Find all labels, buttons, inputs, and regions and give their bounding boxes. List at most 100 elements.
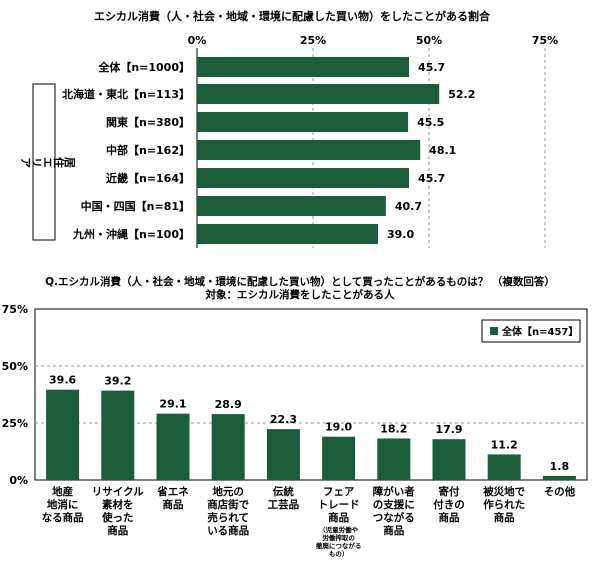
bottom-category-label: 商品 — [494, 511, 515, 524]
top-value-label: 40.7 — [395, 200, 422, 213]
top-category-label: 全体【n=1000】 — [97, 60, 190, 74]
top-bar-2 — [197, 112, 409, 132]
bottom-category-note: （児童労働や — [319, 525, 359, 534]
bottom-chart-tick-labels: 0% 25% 50% 75% — [2, 303, 28, 487]
top-value-label: 45.5 — [417, 116, 444, 129]
bottom-category-label: 商品 — [163, 498, 184, 511]
bottom-category-label: 障がい者 — [373, 485, 415, 498]
top-value-label: 48.1 — [429, 144, 456, 157]
top-value-label: 39.0 — [387, 228, 414, 241]
bottom-value-label: 22.3 — [270, 413, 297, 426]
bottom-category-label: 地産 — [52, 485, 73, 498]
bottom-value-label: 1.8 — [550, 460, 570, 473]
top-bar-5 — [197, 196, 386, 216]
top-chart-title: エシカル消費（人・社会・地域・環境に配慮した買い物）をしたことがある割合 — [94, 9, 491, 23]
legend-box — [481, 319, 581, 343]
bottom-category-label: 使った — [101, 511, 134, 524]
bottom-bar-7 — [432, 439, 466, 480]
bottom-category-label: 商店街で — [207, 498, 249, 511]
bottom-value-label: 19.0 — [325, 421, 352, 434]
bottom-category-label: 寄付 — [439, 485, 460, 498]
bottom-category-label: 地元の — [212, 485, 244, 498]
bottom-category-note: もの） — [329, 550, 349, 558]
bottom-category-note: 労働搾取の — [322, 533, 355, 542]
bottom-value-label: 11.2 — [491, 438, 518, 451]
top-bar-3 — [197, 140, 421, 160]
top-category-label: 中国・四国【n=81】 — [81, 199, 190, 213]
bottom-bar-8 — [487, 454, 521, 480]
bottom-tick-label: 25% — [2, 417, 28, 430]
bottom-category-label: 素材を — [101, 498, 134, 511]
bottom-category-label: 被災地で — [483, 485, 525, 498]
top-bar-0 — [197, 57, 410, 77]
bottom-category-label: 地消に — [47, 498, 79, 511]
bottom-category-label: 商品 — [328, 511, 349, 524]
bottom-category-label: つながる — [373, 511, 415, 524]
bottom-category-label: リサイクル — [92, 486, 144, 498]
top-chart-group-box — [32, 83, 56, 241]
bottom-category-label: 省エネ — [156, 485, 189, 498]
bottom-bar-6 — [377, 438, 411, 480]
bottom-chart-legend: 全体【n=457】 — [481, 319, 581, 343]
top-chart-bars — [197, 57, 440, 244]
top-category-label: 中部【n=162】 — [106, 143, 190, 157]
bottom-category-label: フェア — [323, 486, 355, 498]
bottom-value-label: 18.2 — [380, 423, 407, 436]
bottom-value-label: 39.2 — [104, 375, 131, 388]
bottom-value-label: 17.9 — [435, 423, 462, 436]
bottom-chart-category-labels: 地産地消になる商品リサイクル素材を使った商品省エネ商品地元の商店街で売られている… — [42, 485, 576, 558]
bottom-category-label: の支援に — [373, 498, 415, 511]
top-chart-category-labels: 全体【n=1000】北海道・東北【n=113】関東【n=380】中部【n=162… — [62, 60, 190, 241]
bottom-bar-3 — [211, 414, 245, 480]
bottom-bar-5 — [322, 436, 356, 480]
bottom-category-label: なる商品 — [42, 511, 84, 524]
top-chart-tick-labels: 0% 25% 50% 75% — [188, 34, 559, 47]
top-bar-4 — [197, 168, 410, 188]
top-category-label: 近畿【n=164】 — [106, 171, 190, 185]
bottom-chart-value-labels: 39.6 39.2 29.1 28.9 22.3 19.0 18.2 17.9 11.2 1.8 — [49, 374, 569, 473]
top-value-label: 52.2 — [448, 88, 475, 101]
top-bar-6 — [197, 224, 378, 244]
bottom-category-label: 売られて — [207, 511, 249, 524]
bottom-tick-label: 75% — [2, 303, 28, 316]
top-category-label: 九州・沖縄【n=100】 — [72, 227, 190, 241]
bottom-bar-1 — [101, 390, 135, 480]
bottom-chart-title: Q.エシカル消費（人・社会・地域・環境に配慮した買い物）として買ったことがあるも… — [45, 275, 555, 288]
bottom-category-label: 商品 — [383, 524, 404, 537]
bottom-category-label: 工芸品 — [268, 498, 300, 511]
bottom-category-label: 商品 — [439, 511, 460, 524]
top-tick-label: 50% — [416, 34, 442, 47]
bottom-category-note: 撤廃につながる — [316, 541, 362, 550]
bottom-chart-subtitle: 対象：エシカル消費をしたことがある人 — [205, 288, 395, 301]
bottom-bar-4 — [266, 429, 300, 480]
bottom-tick-label: 0% — [9, 474, 28, 487]
bottom-value-label: 29.1 — [159, 398, 186, 411]
bottom-category-label: いる商品 — [207, 524, 249, 537]
legend-swatch — [490, 327, 498, 335]
top-bar-1 — [197, 84, 440, 104]
bottom-category-label: 商品 — [107, 524, 128, 537]
bottom-chart-bars — [46, 389, 576, 480]
bottom-value-label: 39.6 — [49, 374, 76, 387]
bottom-category-label: トレード — [318, 499, 360, 511]
bottom-value-label: 28.9 — [215, 398, 242, 411]
top-tick-label: 0% — [188, 34, 207, 47]
bottom-category-label: 付きの — [433, 498, 465, 511]
top-tick-label: 75% — [532, 34, 558, 47]
top-value-label: 45.7 — [418, 172, 445, 185]
top-category-label: 北海道・東北【n=113】 — [62, 87, 190, 101]
legend-label: 全体【n=457】 — [501, 325, 578, 338]
bottom-tick-label: 50% — [2, 360, 28, 373]
bottom-bar-0 — [46, 389, 80, 480]
bottom-chart-plot-frame — [34, 308, 588, 481]
top-value-label: 45.7 — [418, 61, 445, 74]
top-chart-group-label: 居住エリア — [21, 156, 76, 169]
bottom-category-label: 作られた — [483, 498, 525, 511]
bottom-bar-2 — [156, 413, 190, 480]
top-category-label: 関東【n=380】 — [106, 115, 190, 129]
bottom-bar-9 — [542, 475, 576, 480]
top-tick-label: 25% — [300, 34, 326, 47]
bottom-category-label: その他 — [544, 485, 576, 498]
top-chart-value-labels: 45.7 52.2 45.5 48.1 45.7 40.7 39.0 — [387, 61, 475, 241]
